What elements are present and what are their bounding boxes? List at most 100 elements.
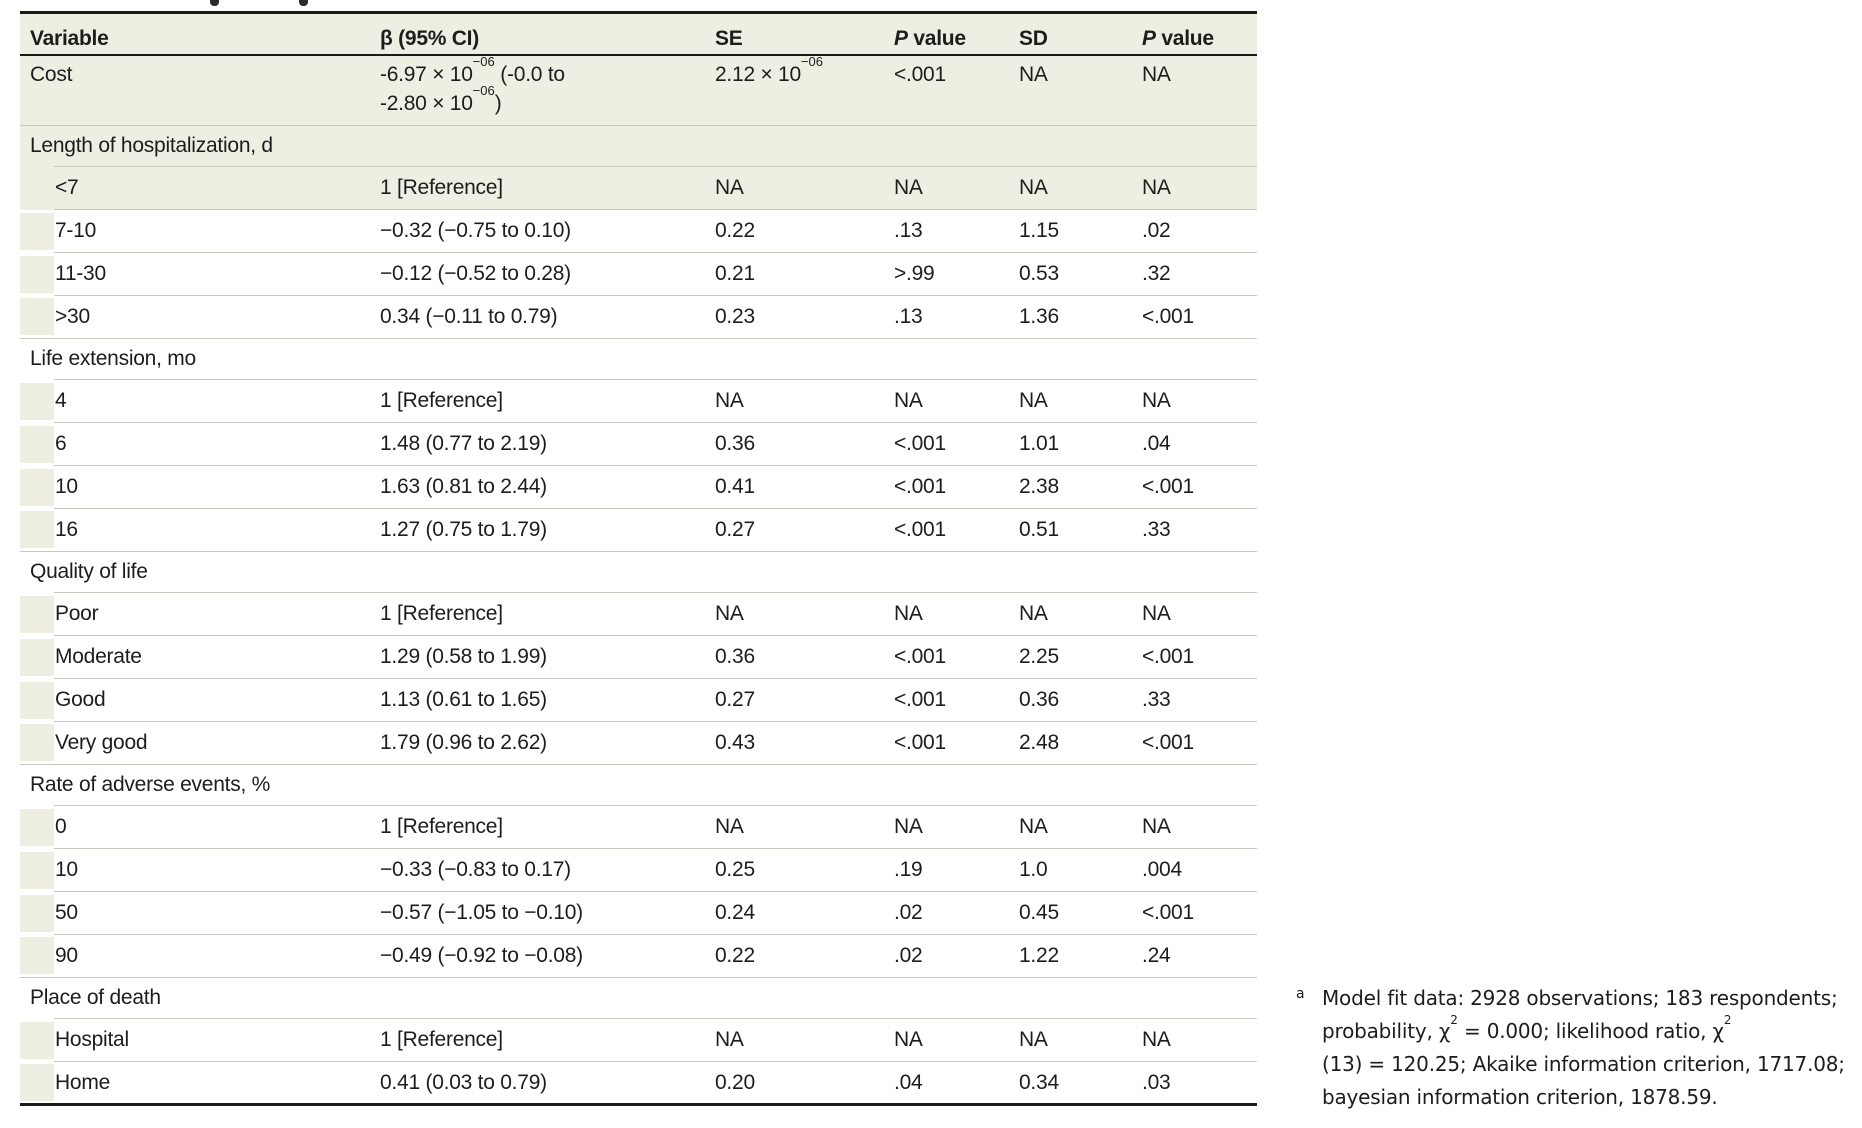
cell-beta-ci: −0.12 (−0.52 to 0.28) xyxy=(380,252,715,296)
table-header-row: Variable β (95% CI) SE P value SD P valu… xyxy=(20,12,1257,56)
cell-se: 0.22 xyxy=(715,934,894,978)
section-empty-cell xyxy=(1142,764,1257,806)
cell-beta-ci: 1 [Reference] xyxy=(380,379,715,423)
row-label: 50 xyxy=(54,891,380,935)
cell-sd: NA xyxy=(1019,379,1142,423)
section-row: Rate of adverse events, % xyxy=(20,764,1257,806)
cell-p-value-2: .33 xyxy=(1142,678,1257,722)
cell-se: NA xyxy=(715,166,894,210)
section-empty-cell xyxy=(894,125,1019,167)
column-header-p-value-2: P value xyxy=(1142,12,1257,56)
table-row: Good 1.13 (0.61 to 1.65) 0.27 <.001 0.36.33 xyxy=(20,678,1257,722)
cell-se: NA xyxy=(715,1018,894,1062)
table-row: 6 1.48 (0.77 to 2.19) 0.36 <.001 1.01.04 xyxy=(20,422,1257,466)
table-row: Moderate 1.29 (0.58 to 1.99) 0.36 <.001 2.25… xyxy=(20,635,1257,679)
indent-gutter xyxy=(20,892,54,935)
footnote-marker: a xyxy=(1296,986,1305,1002)
indent-shade-block xyxy=(20,724,54,762)
section-empty-cell xyxy=(1142,338,1257,380)
cell-se: 0.41 xyxy=(715,465,894,509)
cell-p-value: NA xyxy=(894,379,1019,423)
table-row: 90 −0.49 (−0.92 to −0.08) 0.22.02 1.22.24 xyxy=(20,934,1257,978)
indent-shade-block xyxy=(20,681,54,719)
section-empty-cell xyxy=(894,338,1019,380)
indent-shade-block xyxy=(20,638,54,676)
cell-se: 2.12 × 10−06 xyxy=(715,54,894,126)
cell-p-value: NA xyxy=(894,805,1019,849)
cell-sd: 0.51 xyxy=(1019,508,1142,552)
section-label: Life extension, mo xyxy=(20,338,380,380)
cell-beta-ci: 1 [Reference] xyxy=(380,166,715,210)
cell-se: 0.27 xyxy=(715,508,894,552)
section-empty-cell xyxy=(715,551,894,593)
cell-se: 0.25 xyxy=(715,848,894,892)
cell-beta-ci: 1.63 (0.81 to 2.44) xyxy=(380,465,715,509)
cell-beta-ci: 1.13 (0.61 to 1.65) xyxy=(380,678,715,722)
row-label: Hospital xyxy=(54,1018,380,1062)
cell-sd: 0.45 xyxy=(1019,891,1142,935)
row-label: 6 xyxy=(54,422,380,466)
row-label: 10 xyxy=(54,465,380,509)
table-row: Home 0.41 (0.03 to 0.79) 0.20.04 0.34.03 xyxy=(20,1061,1257,1106)
cell-se: 0.43 xyxy=(715,721,894,765)
indent-shade-block xyxy=(20,851,54,889)
section-label: Quality of life xyxy=(20,551,380,593)
row-label: 11-30 xyxy=(54,252,380,296)
section-empty-cell xyxy=(1019,977,1142,1019)
row-label: Very good xyxy=(54,721,380,765)
indent-shade-block xyxy=(20,468,54,506)
cell-beta-ci: 1.48 (0.77 to 2.19) xyxy=(380,422,715,466)
section-empty-cell xyxy=(1019,551,1142,593)
cell-beta-ci: −0.33 (−0.83 to 0.17) xyxy=(380,848,715,892)
section-label: Length of hospitalization, d xyxy=(20,125,380,167)
indent-gutter xyxy=(20,210,54,253)
cell-se: NA xyxy=(715,379,894,423)
section-label: Place of death xyxy=(20,977,380,1019)
section-empty-cell xyxy=(1019,338,1142,380)
row-label: 0 xyxy=(54,805,380,849)
cell-p-value-2: .24 xyxy=(1142,934,1257,978)
cell-p-value: NA xyxy=(894,166,1019,210)
cell-sd: 1.0 xyxy=(1019,848,1142,892)
indent-shade-block xyxy=(20,298,54,336)
indent-gutter xyxy=(20,679,54,722)
indent-gutter xyxy=(20,380,54,423)
cell-sd: 0.53 xyxy=(1019,252,1142,296)
row-label: 10 xyxy=(54,848,380,892)
cell-beta-ci: 1 [Reference] xyxy=(380,805,715,849)
cell-p-value-2: <.001 xyxy=(1142,635,1257,679)
indent-gutter xyxy=(20,1061,54,1106)
indent-shade-block xyxy=(20,511,54,549)
section-empty-cell xyxy=(894,551,1019,593)
cell-sd: 0.34 xyxy=(1019,1061,1142,1106)
section-empty-cell xyxy=(1019,764,1142,806)
cell-p-value-2: NA xyxy=(1142,1018,1257,1062)
regression-results-table-wrap: Variable β (95% CI) SE P value SD P valu… xyxy=(20,11,1257,1106)
cell-beta-ci: 0.41 (0.03 to 0.79) xyxy=(380,1061,715,1106)
cell-p-value: .19 xyxy=(894,848,1019,892)
cell-p-value-2: .004 xyxy=(1142,848,1257,892)
table-footnote: a Model fit data: 2928 observations; 183… xyxy=(1296,982,1862,1114)
section-empty-cell xyxy=(715,977,894,1019)
cell-p-value: NA xyxy=(894,592,1019,636)
cell-p-value: <.001 xyxy=(894,635,1019,679)
cell-p-value-2: NA xyxy=(1142,166,1257,210)
column-header-beta-ci: β (95% CI) xyxy=(380,12,715,56)
cell-p-value: <.001 xyxy=(894,678,1019,722)
section-empty-cell xyxy=(380,764,715,806)
cell-beta-ci: −0.32 (−0.75 to 0.10) xyxy=(380,209,715,253)
indent-gutter xyxy=(20,806,54,849)
cell-p-value-2: .02 xyxy=(1142,209,1257,253)
indent-gutter xyxy=(20,636,54,679)
section-empty-cell xyxy=(1019,125,1142,167)
table-row: 10 −0.33 (−0.83 to 0.17) 0.25.19 1.0.004 xyxy=(20,848,1257,892)
cell-sd: 2.38 xyxy=(1019,465,1142,509)
indent-shade-block xyxy=(20,255,54,293)
table-row: 11-30 −0.12 (−0.52 to 0.28) 0.21 >.99 0.53.3… xyxy=(20,252,1257,296)
cell-p-value-2: <.001 xyxy=(1142,891,1257,935)
cell-p-value: NA xyxy=(894,1018,1019,1062)
table-row: 7-10 −0.32 (−0.75 to 0.10) 0.22.13 1.15.02 xyxy=(20,209,1257,253)
indent-gutter xyxy=(20,166,54,210)
